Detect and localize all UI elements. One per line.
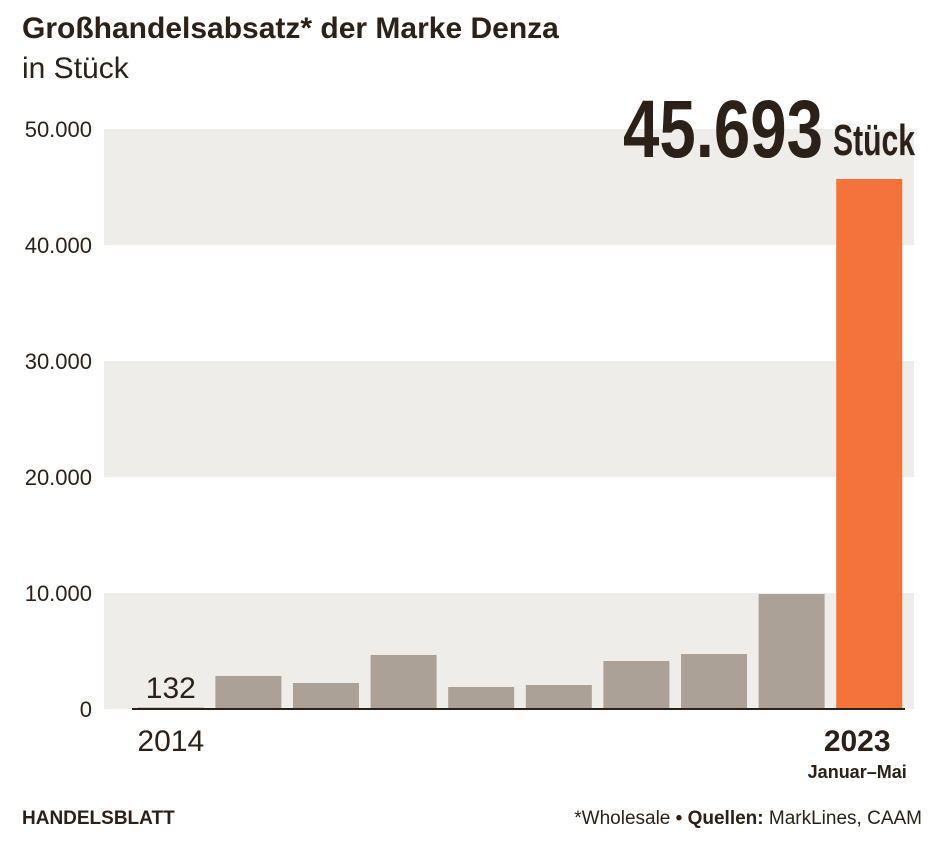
source-label: Quellen: [688,808,764,829]
bar [836,178,903,710]
grid-band [104,361,914,477]
value-unit: Stück [833,116,915,165]
bar [681,654,747,709]
value-label: 45.693 [623,84,823,175]
bar [603,660,670,709]
x-tick-note: Januar–Mai [808,762,907,782]
brand: HANDELSBLATT [22,808,175,829]
x-tick-label: 2023 [824,725,891,758]
y-tick-label: 40.000 [25,233,92,258]
y-tick-label: 10.000 [25,581,92,606]
bar [525,684,592,709]
bar [758,594,825,709]
grid-band [104,129,914,245]
y-tick-label: 50.000 [25,117,92,142]
source-line: *Wholesale • Quellen: MarkLines, CAAM [574,808,922,829]
y-tick-label: 0 [80,697,92,722]
y-tick-label: 30.000 [25,349,92,374]
chart-title: Großhandelsabsatz* der Marke Denza [22,12,559,45]
separator: • [676,808,683,829]
bar [293,683,359,709]
footnote: *Wholesale [574,808,670,829]
value-label: 132 [146,672,196,705]
bar [448,686,515,709]
chart-subtitle: in Stück [22,52,130,85]
x-tick-label: 2014 [137,725,204,758]
bar [370,654,437,709]
sources: MarkLines, CAAM [769,808,922,829]
y-tick-label: 20.000 [25,465,92,490]
bar [215,675,282,709]
